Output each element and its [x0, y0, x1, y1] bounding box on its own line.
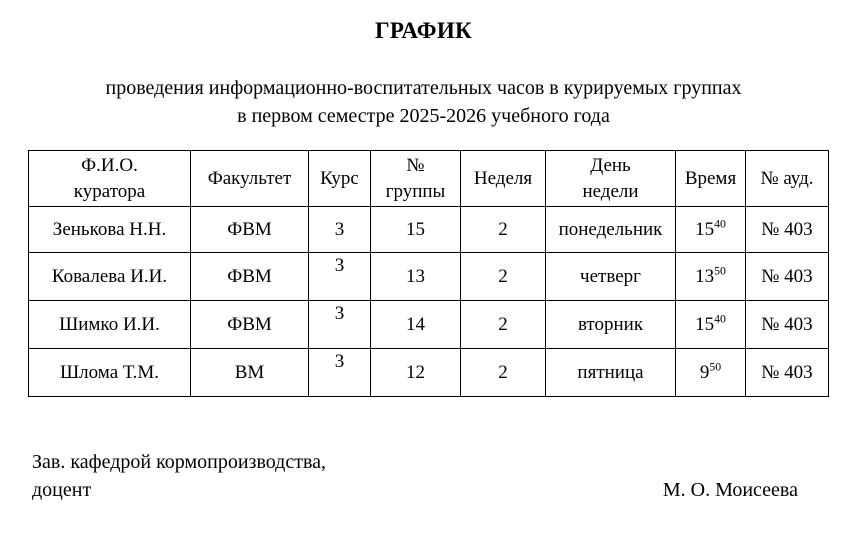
cell-time: 1540	[675, 300, 746, 349]
column-header-fio-line1: Ф.И.О.	[81, 154, 138, 176]
cell-week: 2	[460, 206, 546, 253]
column-header-time: Время	[675, 150, 746, 207]
column-header-fio-line2: куратора	[73, 180, 146, 202]
cell-group: 14	[370, 300, 461, 349]
cell-time: 1540	[675, 206, 746, 253]
cell-time-hour: 9	[699, 361, 710, 383]
column-header-room: № ауд.	[745, 150, 829, 207]
cell-faculty: ФВМ	[190, 252, 309, 301]
signer-position-line1: Зав. кафедрой кормопроизводства,	[32, 451, 327, 473]
cell-day: понедельник	[545, 206, 676, 253]
cell-course: 3	[308, 252, 371, 301]
column-header-day-line1: День	[590, 154, 631, 176]
cell-faculty: ВМ	[190, 348, 309, 397]
column-header-course: Курс	[308, 150, 371, 207]
cell-time-hour: 13	[695, 265, 715, 287]
cell-time-hour: 15	[695, 313, 715, 335]
cell-day: четверг	[545, 252, 676, 301]
cell-room: № 403	[745, 206, 829, 253]
cell-week: 2	[460, 300, 546, 349]
cell-time-hour: 15	[695, 218, 715, 240]
signer-name: М. О. Моисеева	[662, 479, 798, 501]
cell-course: 3	[308, 348, 371, 397]
signature-block: Зав. кафедрой кормопроизводства, доцент …	[32, 448, 822, 504]
cell-group: 13	[370, 252, 461, 301]
table-row: Зенькова Н.Н. ФВМ 3 15 2 понедельник 154…	[28, 206, 829, 253]
cell-room: № 403	[745, 300, 829, 349]
cell-day: пятница	[545, 348, 676, 397]
column-header-fio: Ф.И.О. куратора	[28, 150, 191, 207]
document-subtitle: проведения информационно-воспитательных …	[0, 74, 847, 130]
table-row: Шимко И.И. ФВМ 3 14 2 вторник 1540 № 403	[28, 300, 829, 349]
signature-row: доцент М. О. Моисеева	[32, 476, 822, 504]
cell-fio: Ковалева И.И.	[28, 252, 191, 301]
column-header-group: № группы	[370, 150, 461, 207]
column-header-group-line2: группы	[385, 180, 446, 202]
cell-faculty: ФВМ	[190, 206, 309, 253]
subtitle-line-1: проведения информационно-воспитательных …	[105, 77, 742, 99]
cell-time-minutes: 50	[709, 360, 722, 374]
table-header-row: Ф.И.О. куратора Факультет Курс № группы …	[28, 150, 829, 207]
cell-fio: Шлома Т.М.	[28, 348, 191, 397]
cell-time-minutes: 40	[714, 217, 726, 231]
cell-room: № 403	[745, 252, 829, 301]
cell-group: 12	[370, 348, 461, 397]
cell-time-minutes: 50	[714, 264, 726, 278]
cell-week: 2	[460, 252, 546, 301]
column-header-week: Неделя	[460, 150, 546, 207]
cell-course: 3	[308, 300, 371, 349]
cell-fio: Зенькова Н.Н.	[28, 206, 191, 253]
table-row: Шлома Т.М. ВМ 3 12 2 пятница 950 № 403	[28, 348, 829, 397]
table-row: Ковалева И.И. ФВМ 3 13 2 четверг 1350 № …	[28, 252, 829, 301]
cell-fio: Шимко И.И.	[28, 300, 191, 349]
cell-time-minutes: 40	[714, 312, 726, 326]
column-header-faculty: Факультет	[190, 150, 309, 207]
cell-day: вторник	[545, 300, 676, 349]
cell-week: 2	[460, 348, 546, 397]
cell-faculty: ФВМ	[190, 300, 309, 349]
signer-position-line2: доцент	[32, 479, 92, 501]
subtitle-line-2: в первом семестре 2025-2026 учебного год…	[237, 105, 610, 127]
column-header-group-line1: №	[406, 154, 425, 176]
cell-course: 3	[308, 206, 371, 253]
page-title: ГРАФИК	[374, 18, 473, 43]
column-header-day: День недели	[545, 150, 676, 207]
cell-time: 950	[675, 348, 746, 397]
cell-time: 1350	[675, 252, 746, 301]
cell-group: 15	[370, 206, 461, 253]
cell-room: № 403	[745, 348, 829, 397]
column-header-day-line2: недели	[582, 180, 639, 202]
schedule-table: Ф.И.О. куратора Факультет Курс № группы …	[28, 150, 829, 397]
